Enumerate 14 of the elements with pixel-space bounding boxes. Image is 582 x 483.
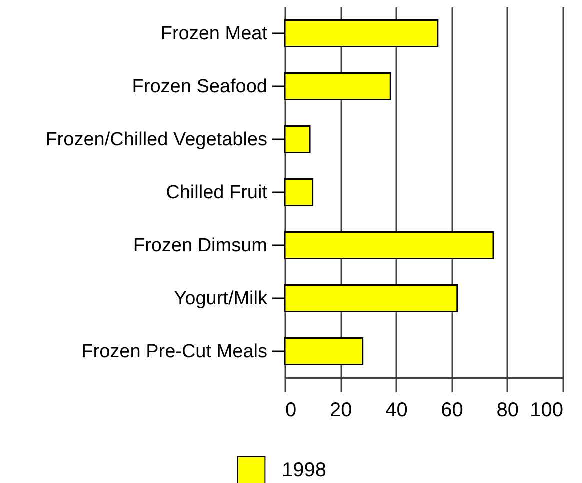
y-tick-label: Frozen Pre-Cut Meals [82, 342, 268, 362]
y-tick-label: Frozen Dimsum [133, 236, 268, 256]
x-tick-label: 100 [530, 400, 564, 422]
x-tick-label: 20 [330, 400, 352, 422]
y-tick-label: Yogurt/Milk [174, 288, 268, 310]
x-tick-label: 80 [496, 400, 520, 422]
x-tick-label: 40 [386, 400, 408, 422]
y-tick-label: Frozen Meat [160, 24, 268, 44]
y-tick-label: Frozen Seafood [132, 76, 268, 98]
x-tick-label: 60 [441, 400, 464, 422]
x-tick-label: 0 [286, 400, 297, 422]
legend-label: 1998 [282, 460, 326, 482]
y-tick-label: Chilled Fruit [166, 182, 268, 204]
y-tick-label: Frozen/Chilled Vegetables [46, 130, 268, 150]
